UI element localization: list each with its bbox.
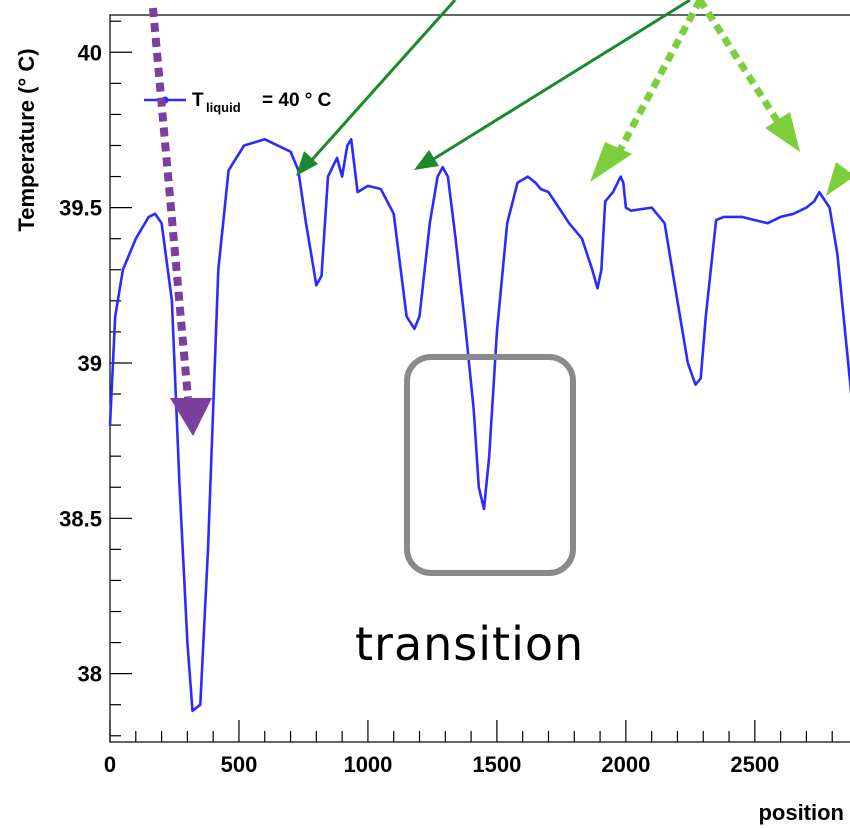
y-tick-label: 39 bbox=[78, 351, 102, 376]
legend-value: = 40 ° C bbox=[262, 90, 332, 111]
y-tick-label: 38 bbox=[78, 662, 102, 687]
x-tick-label: 2500 bbox=[730, 752, 779, 777]
y-tick-label: 40 bbox=[78, 40, 102, 65]
legend-symbol: T bbox=[192, 90, 204, 111]
x-tick-label: 1000 bbox=[343, 752, 392, 777]
green-solid-arrows bbox=[296, 0, 691, 176]
series-line-t-liquid-40 bbox=[108, 138, 850, 713]
y-axis-ticks bbox=[110, 20, 132, 737]
plot-frame bbox=[109, 14, 850, 743]
y-axis-title: Temperature (° C) bbox=[14, 48, 39, 231]
y-tick-label: 39.5 bbox=[59, 196, 102, 221]
x-tick-label: 0 bbox=[104, 752, 116, 777]
y-tick-label: 38.5 bbox=[59, 506, 102, 531]
y-axis-tick-labels: 38 38.5 39 39.5 40 bbox=[59, 40, 102, 686]
x-axis-tick-labels: 0 500 1000 1500 2000 2500 bbox=[104, 752, 779, 777]
x-tick-label: 500 bbox=[221, 752, 258, 777]
x-axis-title: position bbox=[758, 800, 844, 825]
x-tick-label: 2000 bbox=[601, 752, 650, 777]
x-tick-label: 1500 bbox=[472, 752, 521, 777]
x-axis-ticks bbox=[109, 720, 833, 742]
transition-annotation: transition bbox=[355, 617, 584, 671]
light-green-dotted-arrows bbox=[590, 0, 850, 196]
legend: T liquid = 40 ° C bbox=[144, 90, 332, 115]
purple-dotted-arrow bbox=[149, 7, 212, 436]
transition-highlight-box bbox=[404, 354, 576, 576]
legend-subscript: liquid bbox=[206, 100, 241, 115]
